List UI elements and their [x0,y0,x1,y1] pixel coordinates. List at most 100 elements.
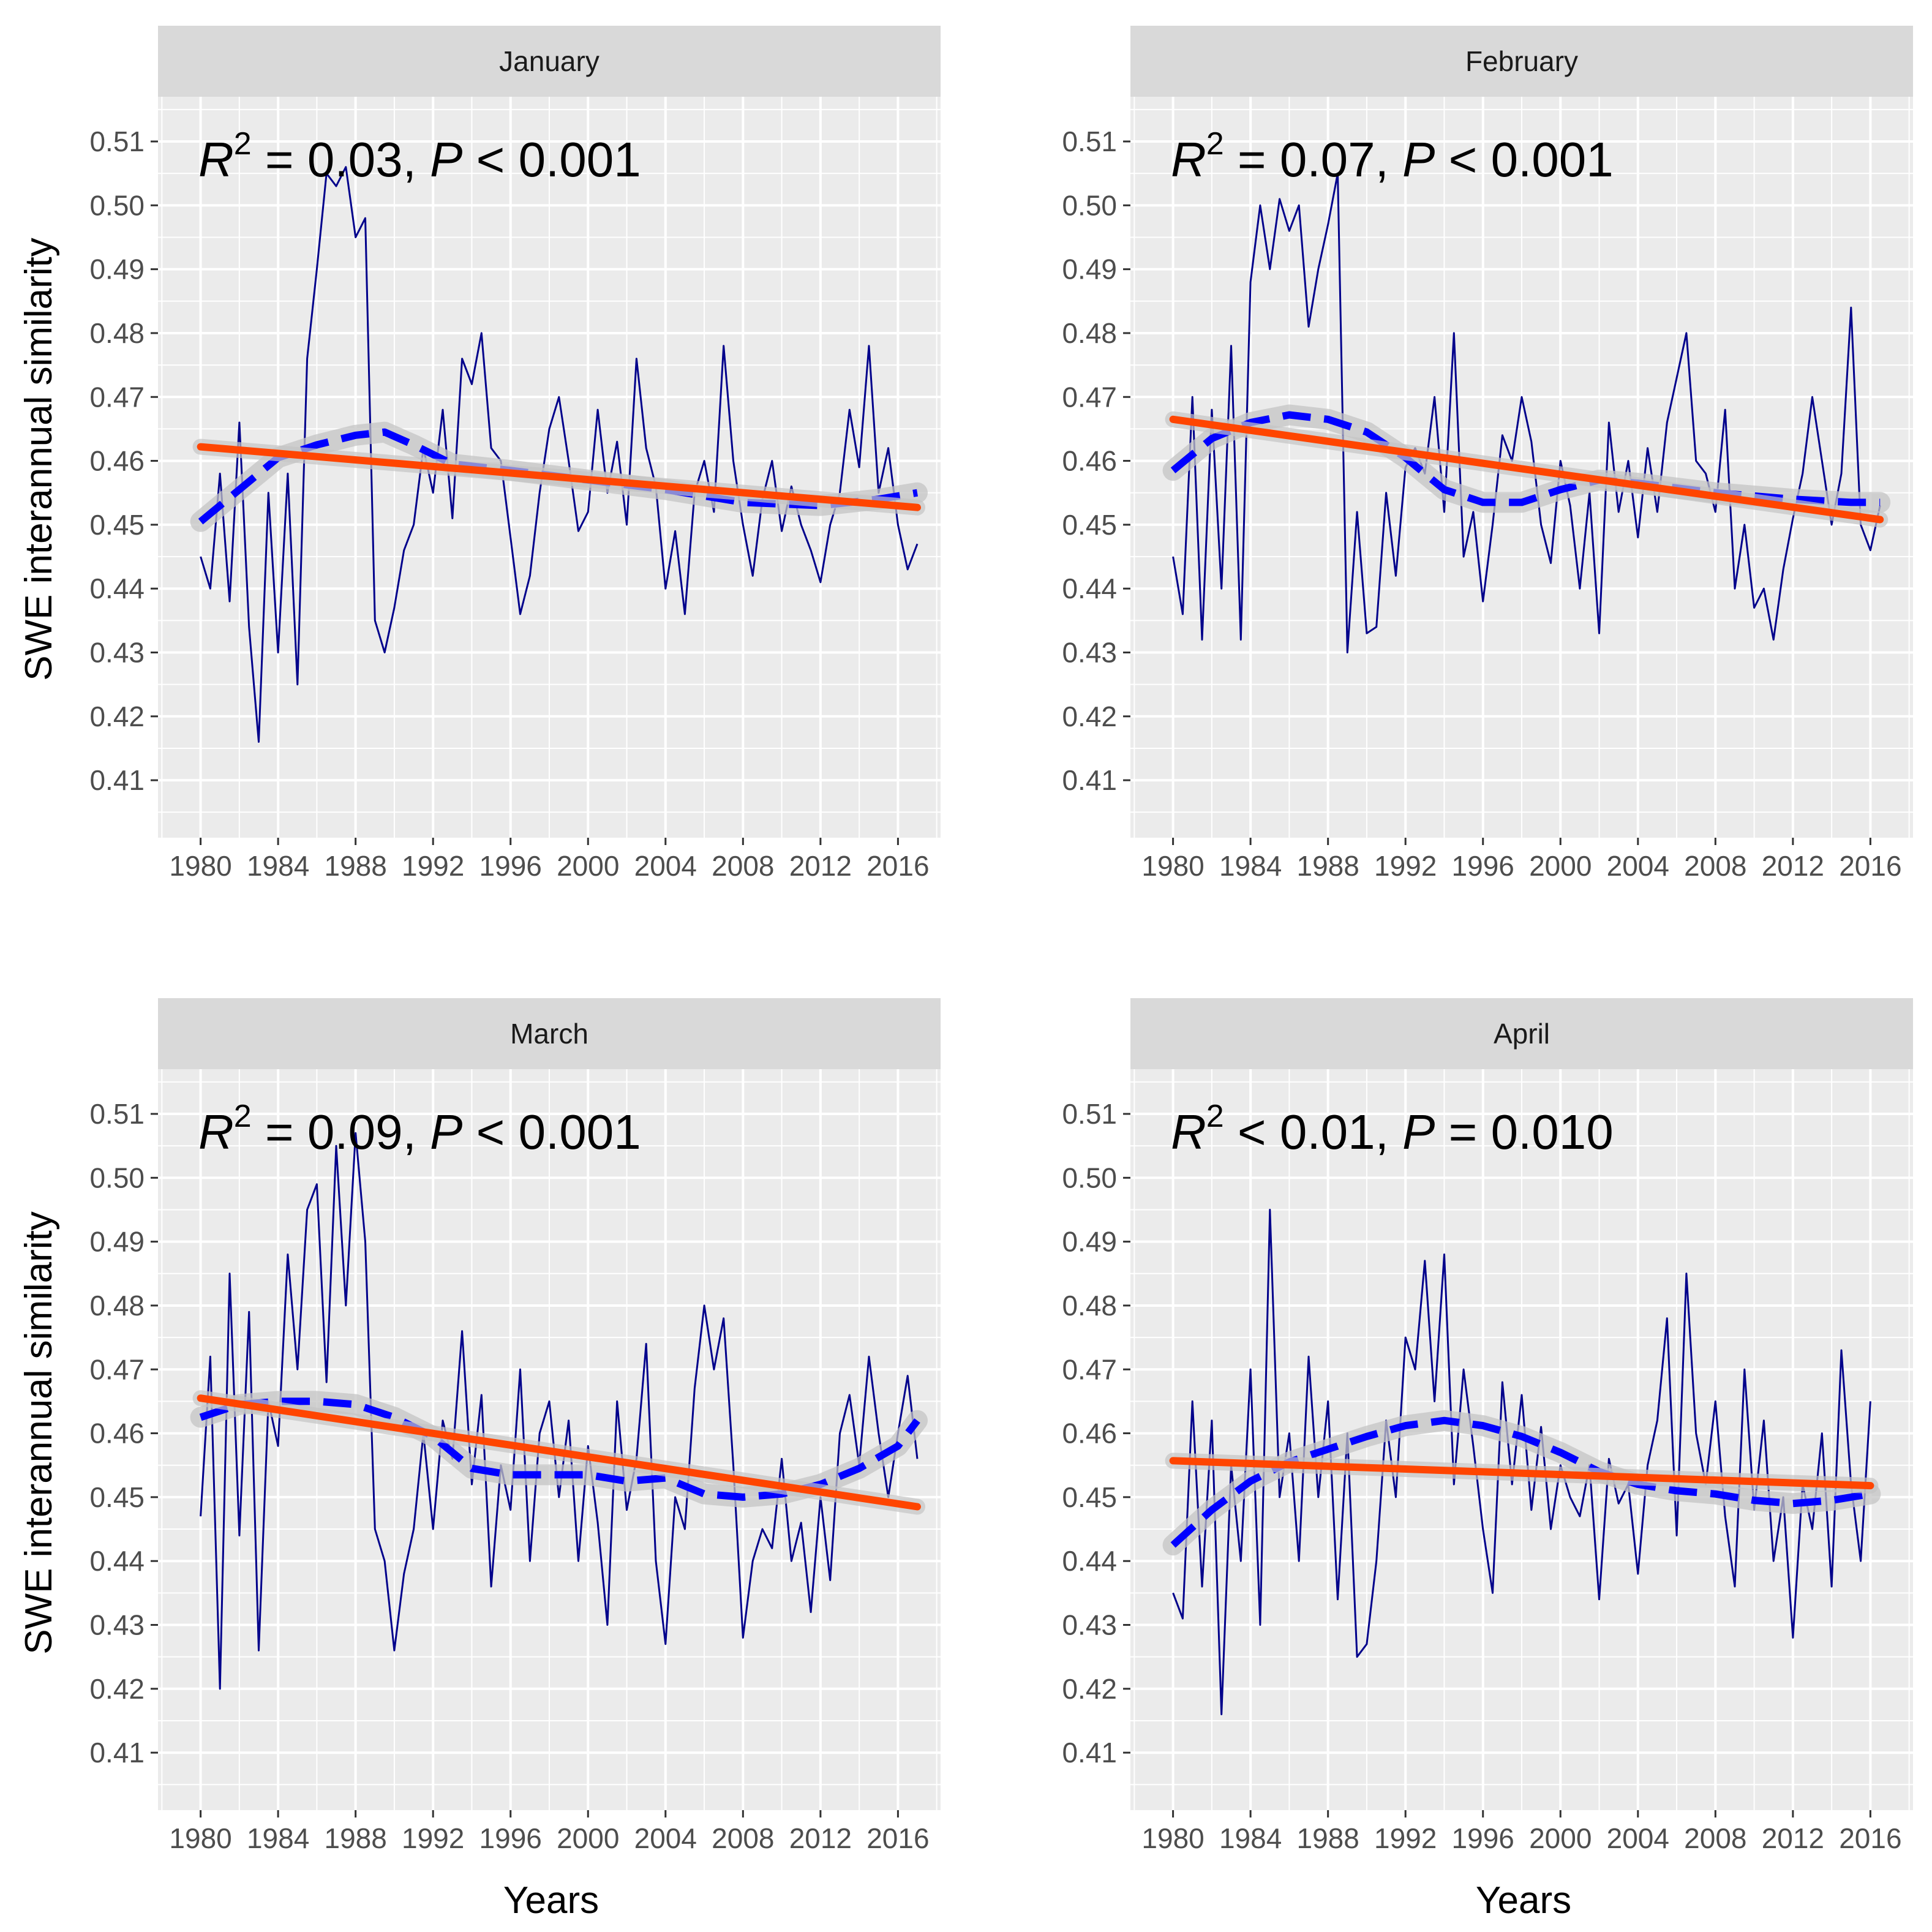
panel-february: February 1980 1984 1988 1992 1996 2000 2004 2008… [1062,26,1913,882]
x-tick-label: 1996 [1452,850,1514,882]
y-tick-label: 0.46 [1062,445,1117,477]
x-tick-label: 2004 [634,1822,697,1854]
x-tick-label: 1980 [1141,1822,1204,1854]
panel-march: March 1980 1984 1988 1992 1996 2000 2004 2008 201… [89,998,941,1854]
linear-fit-line [1169,1457,1874,1490]
y-tick-label: 0.50 [89,1162,145,1193]
stats-annotation: R2 < 0.01, P = 0.010 [1171,1099,1614,1159]
y-tick-label: 0.46 [89,1418,145,1449]
y-tick-label: 0.45 [89,509,145,541]
y-tick-label: 0.42 [89,701,145,732]
facet-strip-label: February [1465,45,1578,77]
linear-fit-line [197,443,921,511]
y-tick-label: 0.41 [89,1737,145,1768]
r-squared-value: = 0.07, [1224,132,1402,187]
y-tick-label: 0.41 [1062,1737,1117,1768]
p-value: < 0.001 [1435,132,1613,187]
x-tick-label: 2008 [1684,1822,1746,1854]
y-tick-label: 0.48 [89,317,145,349]
y-tick-label: 0.43 [1062,1609,1117,1641]
p-symbol: P [1402,132,1435,187]
p-value: = 0.010 [1435,1105,1613,1159]
y-tick-label: 0.41 [89,764,145,796]
p-symbol: P [1402,1105,1435,1159]
x-tick-label: 2000 [557,850,619,882]
y-tick-label: 0.42 [1062,1673,1117,1705]
y-tick-label: 0.51 [1062,126,1117,157]
x-tick-label: 2000 [1529,1822,1592,1854]
x-tick-label: 1992 [402,850,464,882]
stats-annotation: R2 = 0.07, P < 0.001 [1171,126,1614,187]
y-tick-label: 0.46 [1062,1418,1117,1449]
x-tick-label: 1992 [1374,850,1437,882]
y-tick-label: 0.44 [1062,1545,1117,1577]
r-squared-exponent: 2 [234,1099,252,1134]
x-tick-label: 1992 [402,1822,464,1854]
y-tick-label: 0.48 [1062,1290,1117,1321]
y-tick-label: 0.44 [89,1545,145,1577]
x-tick-label: 1996 [479,850,542,882]
facet-strip [158,26,941,97]
x-tick-label: 2000 [1529,850,1592,882]
r-squared-exponent: 2 [1206,1099,1224,1134]
p-value: < 0.001 [462,1105,641,1159]
y-tick-label: 0.47 [1062,1353,1117,1385]
y-tick-label: 0.48 [89,1290,145,1321]
y-tick-label: 0.45 [89,1481,145,1513]
y-tick-label: 0.45 [1062,509,1117,541]
x-tick-label: 1988 [324,850,386,882]
y-tick-label: 0.41 [1062,764,1117,796]
x-tick-label: 1980 [169,850,231,882]
y-tick-label: 0.49 [89,1226,145,1258]
x-tick-label: 1980 [169,1822,231,1854]
p-value: < 0.001 [462,132,641,187]
x-tick-label: 2008 [712,850,774,882]
x-tick-label: 1992 [1374,1822,1437,1854]
facet-strip-label: January [499,45,600,77]
r-squared-symbol: R [198,132,234,187]
x-tick-label: 2016 [1839,1822,1901,1854]
x-tick-label: 2012 [1762,850,1824,882]
panel-january: January 1980 1984 1988 1992 1996 2000 2004 2008 2… [89,26,941,882]
r-squared-symbol: R [1171,132,1206,187]
y-tick-label: 0.43 [89,1609,145,1641]
swe-similarity-line [200,1132,919,1690]
y-tick-label: 0.50 [89,189,145,221]
x-tick-label: 2016 [866,1822,929,1854]
y-tick-label: 0.47 [89,381,145,413]
y-tick-label: 0.49 [1062,1226,1117,1258]
facet-strip [1130,26,1913,97]
x-tick-label: 2016 [866,850,929,882]
y-axis-title-top: SWE interannual similarity [18,238,60,681]
x-tick-label: 2008 [712,1822,774,1854]
x-tick-label: 1988 [1296,850,1359,882]
x-tick-label: 2004 [1607,850,1669,882]
y-tick-label: 0.50 [1062,1162,1117,1193]
swe-similarity-line [1172,172,1881,653]
x-tick-label: 1988 [324,1822,386,1854]
y-tick-label: 0.45 [1062,1481,1117,1513]
y-tick-label: 0.44 [1062,573,1117,604]
facet-strip [1130,998,1913,1069]
r-squared-exponent: 2 [234,126,252,162]
p-symbol: P [430,132,462,187]
x-tick-label: 2012 [1762,1822,1824,1854]
x-tick-label: 1996 [479,1822,542,1854]
y-tick-label: 0.51 [89,1098,145,1130]
y-tick-label: 0.47 [89,1353,145,1385]
x-tick-label: 2004 [634,850,697,882]
x-axis-title-right: Years [1476,1879,1571,1922]
x-tick-label: 2008 [1684,850,1746,882]
y-tick-label: 0.48 [1062,317,1117,349]
x-tick-label: 2000 [557,1822,619,1854]
y-tick-label: 0.49 [1062,254,1117,285]
facet-strip-label: April [1494,1018,1550,1050]
linear-fit-line [197,1394,921,1511]
panel-april: April 1980 1984 1988 1992 1996 2000 2004 2008 201… [1062,998,1913,1854]
y-tick-label: 0.49 [89,254,145,285]
x-tick-label: 1984 [247,1822,309,1854]
y-tick-label: 0.51 [1062,1098,1117,1130]
x-tick-label: 1980 [1141,850,1204,882]
x-tick-label: 2012 [789,850,852,882]
